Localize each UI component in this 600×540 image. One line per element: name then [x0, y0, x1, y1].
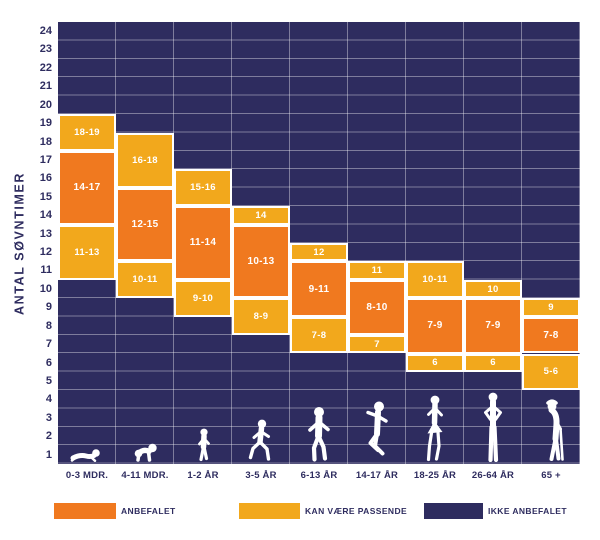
not-recommended-swatch: [424, 503, 483, 519]
range-block-upper_ok: 18-19: [58, 114, 116, 151]
range-block-recommended: 11-14: [174, 206, 232, 280]
baby-crawling-icon: [116, 443, 174, 462]
x-axis-labels: 0-3 MDR. 4-11 MDR. 1-2 ÅR 3-5 ÅR 6-13 ÅR 14-1…: [58, 470, 580, 484]
y-tick-label: 19: [39, 117, 52, 130]
y-tick-label: 11: [40, 264, 52, 277]
range-block-recommended: 10-13: [232, 224, 290, 299]
adult-woman-icon: [464, 392, 522, 462]
range-block-upper_ok: 16-18: [116, 132, 174, 188]
legend-label-may-fit: KAN VÆRE PASSENDE: [305, 506, 408, 516]
range-block-recommended: 14-17: [58, 150, 116, 225]
range-block-recommended: 8-10: [348, 279, 406, 336]
range-block-recommended: 7-8: [522, 316, 580, 354]
y-tick-label: 18: [39, 135, 52, 148]
y-tick-label: 12: [39, 246, 52, 258]
sleep-chart-plot: 18-19 14-17 11-13 16-18 12-15 10-11 15-16 11-14…: [58, 22, 580, 464]
y-tick-label: 4: [45, 393, 52, 406]
range-block-recommended: 12-15: [116, 187, 174, 262]
x-axis-label: 1-2 ÅR: [187, 470, 219, 481]
legend-item-recommended: ANBEFALET: [54, 503, 176, 519]
x-axis-label: 18-25 ÅR: [413, 470, 457, 481]
child-running-icon: [232, 419, 290, 462]
y-tick-label: 21: [39, 80, 52, 93]
range-block-upper_ok: 9: [522, 298, 580, 317]
legend-label-not-recommended: IKKE ANBEFALET: [488, 506, 567, 516]
y-tick-label: 2: [45, 430, 52, 443]
range-block-lower_ok: 10-11: [116, 261, 174, 299]
range-block-upper_ok: 15-16: [174, 169, 232, 207]
may-fit-swatch: [239, 503, 300, 519]
range-block-lower_ok: 7: [348, 335, 406, 354]
y-tick-label: 23: [39, 43, 52, 56]
y-tick-label: 16: [39, 172, 52, 185]
range-block-upper_ok: 11: [348, 261, 406, 280]
legend: ANBEFALET KAN VÆRE PASSENDE IKKE ANBEFAL…: [0, 503, 600, 519]
range-block-lower_ok: 6: [464, 353, 522, 372]
x-axis-label: 6-13 ÅR: [300, 470, 338, 481]
recommended-swatch: [54, 503, 116, 519]
y-tick-label: 20: [39, 98, 52, 111]
boy-running-icon: [290, 406, 348, 462]
y-tick-label: 1: [45, 448, 52, 461]
x-axis-label: 14-17 ÅR: [355, 470, 399, 481]
legend-item-not-recommended: IKKE ANBEFALET: [424, 503, 567, 519]
toddler-icon: [174, 428, 232, 462]
range-block-lower_ok: 9-10: [174, 279, 232, 317]
y-tick-label: 10: [39, 282, 52, 295]
range-block-upper_ok: 10: [464, 279, 522, 299]
y-tick-label: 24: [39, 25, 52, 37]
range-block-upper_ok: 14: [232, 206, 290, 225]
x-axis-label: 3-5 ÅR: [245, 470, 277, 481]
range-block-lower_ok: 11-13: [58, 224, 116, 280]
legend-label-recommended: ANBEFALET: [121, 506, 176, 516]
x-axis-label: 4-11 MDR.: [121, 470, 169, 481]
y-tick-label: 15: [39, 190, 52, 203]
range-block-recommended: 7-9: [464, 298, 522, 354]
y-tick-label: 22: [39, 61, 52, 74]
legend-item-may-fit: KAN VÆRE PASSENDE: [239, 503, 407, 519]
y-tick-label: 9: [45, 301, 52, 314]
range-block-recommended: 7-9: [406, 298, 464, 354]
range-block-upper_ok: 12: [290, 243, 348, 262]
range-block-lower_ok: 5-6: [522, 353, 580, 391]
y-tick-label: 3: [45, 411, 52, 424]
elderly-man-icon: [522, 399, 580, 462]
x-axis-label: 0-3 MDR.: [65, 470, 109, 481]
baby-tummy-icon: [58, 447, 116, 462]
range-block-lower_ok: 7-8: [290, 316, 348, 354]
teen-jumping-icon: [348, 401, 406, 462]
y-tick-label: 6: [45, 356, 52, 369]
y-tick-label: 13: [39, 227, 52, 240]
x-axis-label: 65 +: [541, 470, 561, 481]
y-tick-label: 7: [45, 338, 52, 351]
y-tick-label: 14: [39, 209, 52, 222]
y-tick-label: 8: [45, 319, 52, 332]
range-block-lower_ok: 6: [406, 353, 464, 372]
range-block-upper_ok: 10-11: [406, 261, 464, 299]
young-woman-icon: [406, 395, 464, 462]
range-block-recommended: 9-11: [290, 261, 348, 317]
x-axis-label: 26-64 ÅR: [471, 470, 515, 481]
y-tick-label: 5: [45, 374, 52, 387]
range-block-lower_ok: 8-9: [232, 298, 290, 336]
y-axis-ticks: 24 23 22 21 20 19 18 17 16 15 14 13 12 11 10 9 8 7 6 5 4 3 2 1: [0, 22, 52, 464]
y-tick-label: 17: [39, 153, 52, 166]
